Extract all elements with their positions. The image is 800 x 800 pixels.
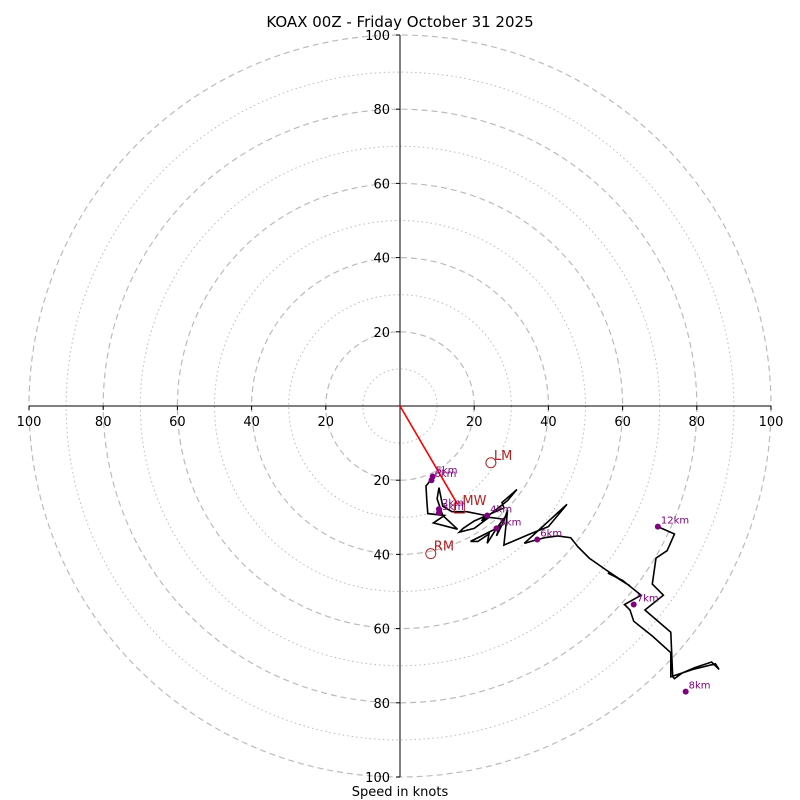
hodograph-trace xyxy=(425,477,720,680)
height-label: 3km xyxy=(442,502,464,513)
height-dot xyxy=(534,536,541,543)
y-tick-label: 80 xyxy=(373,697,390,712)
y-tick-label: 80 xyxy=(373,103,390,118)
height-label: 12km xyxy=(661,516,689,527)
x-tick-label: 20 xyxy=(318,415,335,430)
height-dot xyxy=(493,525,500,532)
storm-motions: LM MW RM xyxy=(425,449,512,560)
x-tick-label: 40 xyxy=(243,415,260,430)
height-label: 4km xyxy=(490,504,512,515)
motion-label: LM xyxy=(494,449,512,464)
height-point: 5km xyxy=(493,517,521,532)
height-point: 6km xyxy=(534,529,562,543)
y-tick-label: 60 xyxy=(373,177,390,192)
y-tick-label: 60 xyxy=(373,623,390,638)
x-tick-label: 60 xyxy=(169,415,186,430)
x-tick-label: 100 xyxy=(759,415,784,430)
motion-marker xyxy=(453,502,465,514)
tick-labels: 100 80 60 40 20 20 40 60 80 100 100 80 60 40 20 20 40 60 8… xyxy=(17,29,784,786)
storm-motion-lm: LM xyxy=(485,449,512,469)
y-tick-label: 20 xyxy=(373,326,390,341)
x-tick-label: 60 xyxy=(614,415,631,430)
height-point: 6km xyxy=(428,469,457,484)
height-dot xyxy=(428,477,435,484)
y-tick-label: 100 xyxy=(365,771,390,786)
x-tick-label: 40 xyxy=(540,415,557,430)
y-tick-label: 100 xyxy=(365,29,390,44)
height-label: 5km xyxy=(499,517,521,528)
height-point: 7km xyxy=(630,593,659,608)
y-tick-label: 20 xyxy=(373,474,390,489)
height-label: 6km xyxy=(540,529,562,540)
y-tick-label: 40 xyxy=(373,548,390,563)
x-axis-label: Speed in knots xyxy=(352,785,449,800)
height-label: 7km xyxy=(637,593,659,604)
motion-label: RM xyxy=(434,540,454,555)
height-label: 6km xyxy=(435,469,457,480)
x-tick-label: 80 xyxy=(95,415,112,430)
height-point: 3km xyxy=(435,502,464,516)
height-dot xyxy=(435,509,442,516)
height-label: 5km xyxy=(436,465,458,476)
x-tick-label: 100 xyxy=(17,415,42,430)
y-tick-label: 40 xyxy=(373,252,390,267)
height-point: 4km xyxy=(484,504,512,519)
height-point: 8km xyxy=(682,681,711,695)
motion-marker xyxy=(425,548,437,560)
height-dot xyxy=(630,601,637,608)
x-tick-label: 20 xyxy=(466,415,483,430)
height-point: 12km xyxy=(654,516,689,530)
height-label: 8km xyxy=(689,681,711,692)
storm-motion-mw: MW xyxy=(453,494,487,514)
height-dot xyxy=(484,512,491,519)
motion-marker xyxy=(485,457,497,469)
height-label: 2km xyxy=(442,498,464,509)
motion-label: MW xyxy=(462,494,486,509)
hodograph-series xyxy=(399,405,720,680)
height-dot xyxy=(654,523,661,530)
storm-motion-rm: RM xyxy=(425,540,454,560)
chart-title: KOAX 00Z - Friday October 31 2025 xyxy=(266,13,533,31)
mean-wind-line xyxy=(399,405,459,505)
x-tick-label: 80 xyxy=(689,415,706,430)
height-dot xyxy=(682,688,689,695)
